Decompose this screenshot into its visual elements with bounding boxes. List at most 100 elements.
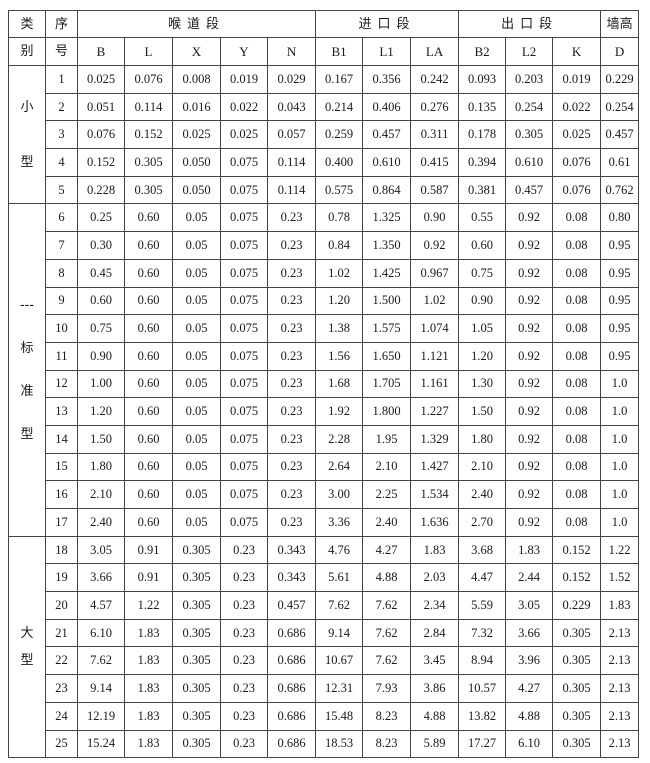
value-cell: 3.96 [505,646,554,676]
row-index-cell: 2 [45,92,78,122]
table-row: --- 标准型 6 0.25 0.60 0.05 0.075 0.23 0.78 1.325 0.9… [8,203,640,537]
value-cell: 0.55 [458,203,507,233]
value-cell: 0.075 [220,424,268,454]
value-cell: 0.075 [220,286,268,316]
table-row: 14 1.50 0.60 0.05 0.075 0.23 2.28 1.95 1.329 1.80… [9,424,640,454]
value-cell: 1.227 [410,397,460,426]
column-header-l2: L2 [505,37,554,66]
row-index-cell: 25 [45,729,78,759]
value-cell: 0.08 [552,508,602,537]
row-index-cell: 17 [45,508,78,537]
category-label-char: 型 [20,652,34,668]
value-cell: 0.305 [505,120,554,150]
value-cell: 0.90 [77,341,125,371]
value-cell: 6.10 [77,618,125,648]
value-cell: 0.08 [552,231,602,260]
value-cell: 0.457 [362,120,412,150]
value-cell: 0.23 [266,452,317,482]
value-cell: 0.92 [505,452,554,482]
column-header-b1: B1 [315,37,364,66]
value-cell: 0.45 [77,258,125,288]
table-row: 22 7.62 1.83 0.305 0.23 0.686 10.67 7.62 3.45 8.9… [9,646,640,676]
row-index-cell: 7 [45,231,78,260]
value-cell: 0.23 [220,674,268,703]
value-cell: 1.705 [362,369,412,399]
value-cell: 0.23 [266,258,317,288]
value-cell: 0.610 [505,148,554,177]
value-cell: 0.08 [552,286,602,316]
value-cell: 0.008 [172,65,221,94]
value-cell: 0.23 [220,646,268,676]
value-cell: 0.05 [172,341,221,371]
value-cell: 0.60 [124,480,173,509]
value-cell: 0.92 [505,203,554,233]
value-cell: 0.050 [172,175,221,205]
value-cell: 0.019 [552,65,602,94]
value-cell: 0.23 [266,369,317,399]
value-cell: 0.92 [505,480,554,509]
value-cell: 2.40 [77,508,125,537]
column-header-la: LA [410,37,460,66]
value-cell: 2.10 [458,452,507,482]
row-index-cell: 23 [45,674,78,703]
value-cell: 0.60 [124,369,173,399]
value-cell: 3.05 [505,591,554,620]
value-cell: 0.23 [266,508,317,537]
value-cell: 1.95 [362,424,412,454]
value-cell: 0.686 [266,646,317,676]
value-cell: 1.0 [600,397,640,426]
value-cell: 0.575 [315,175,364,205]
value-cell: 0.95 [600,341,640,371]
value-cell: 0.05 [172,397,221,426]
value-cell: 0.276 [410,92,460,122]
value-cell: 3.66 [505,618,554,648]
value-cell: 0.967 [410,258,460,288]
value-cell: 4.88 [505,701,554,731]
value-cell: 0.05 [172,258,221,288]
value-cell: 0.92 [505,286,554,316]
value-cell: 1.074 [410,314,460,343]
value-cell: 0.075 [220,175,268,205]
value-cell: 0.08 [552,397,602,426]
value-cell: 0.152 [552,563,602,593]
value-cell: 0.08 [552,203,602,233]
value-cell: 0.228 [77,175,125,205]
value-cell: 17.27 [458,729,507,759]
category-label-char: 大 [20,625,34,641]
index-header-top: 序 [45,10,78,38]
value-cell: 1.0 [600,369,640,399]
column-header-b: B [77,37,125,66]
value-cell: 0.60 [124,314,173,343]
table-row: 13 1.20 0.60 0.05 0.075 0.23 1.92 1.800 1.227 1.5… [9,397,640,426]
table-row: 16 2.10 0.60 0.05 0.075 0.23 3.00 2.25 1.534 2.40… [9,480,640,509]
value-cell: 0.025 [552,120,602,150]
value-cell: 1.329 [410,424,460,454]
value-cell: 0.305 [172,618,221,648]
value-cell: 0.075 [220,480,268,509]
row-index-cell: 6 [45,203,78,233]
value-cell: 0.093 [458,65,507,94]
value-cell: 1.325 [362,203,412,233]
table-row: 4 0.152 0.305 0.050 0.075 0.114 0.400 0.610 0.41… [9,148,640,177]
value-cell: 0.90 [458,286,507,316]
value-cell: 1.427 [410,452,460,482]
value-cell: 0.60 [124,424,173,454]
value-cell: 0.91 [124,563,173,593]
value-cell: 10.67 [315,646,364,676]
value-cell: 0.08 [552,314,602,343]
value-cell: 2.25 [362,480,412,509]
table-row: 5 0.228 0.305 0.050 0.075 0.114 0.575 0.864 0.58… [9,175,640,205]
value-cell: 1.800 [362,397,412,426]
value-cell: 7.62 [362,646,412,676]
table-row: 9 0.60 0.60 0.05 0.075 0.23 1.20 1.500 1.02 0.90 0… [9,286,640,316]
value-cell: 9.14 [77,674,125,703]
value-cell: 4.27 [505,674,554,703]
row-index-cell: 4 [45,148,78,177]
value-cell: 0.457 [266,591,317,620]
value-cell: 3.68 [458,535,507,565]
table-row: 大型 18 3.05 0.91 0.305 0.23 0.343 4.76 4.27 1.83 3.… [8,535,640,759]
value-cell: 0.076 [124,65,173,94]
value-cell: 0.022 [552,92,602,122]
value-cell: 2.13 [600,729,640,759]
value-cell: 1.83 [505,535,554,565]
